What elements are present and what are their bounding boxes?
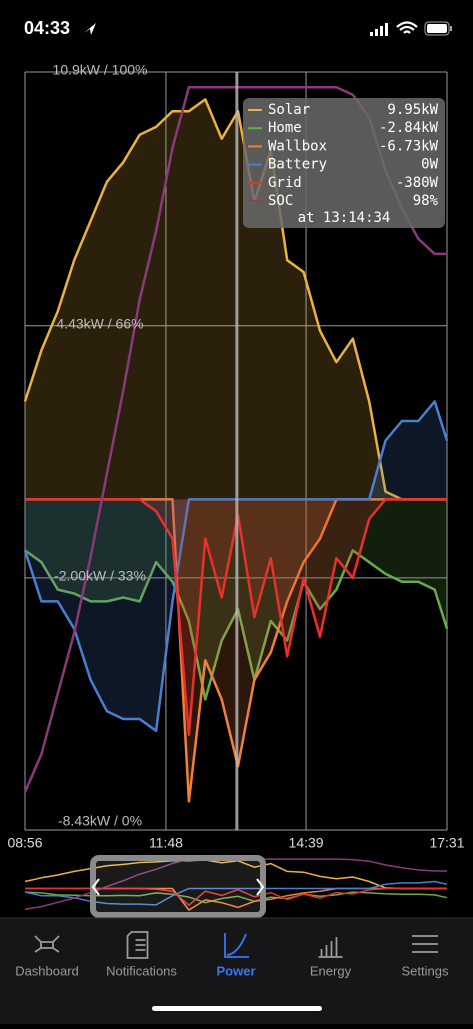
tooltip-value: 98% (413, 193, 439, 209)
y-tick-label: 4.43kW / 66% (56, 315, 143, 331)
y-tick-label: 10.9kW / 100% (53, 62, 148, 78)
tab-item[interactable]: Notifications (106, 931, 177, 978)
tab-label: Dashboard (15, 963, 79, 978)
legend-name: Solar (268, 102, 310, 118)
tab-item[interactable]: Dashboard (15, 935, 79, 978)
tab-label: Power (216, 963, 255, 978)
handle-left[interactable] (91, 878, 100, 896)
legend-name: Battery (268, 157, 327, 173)
y-tick-label: -8.43kW / 0% (58, 813, 142, 829)
tab-icon (224, 933, 249, 958)
status-time: 04:33 (24, 18, 70, 38)
battery-tip (450, 26, 452, 31)
tooltip-time: at 13:14:34 (298, 210, 391, 226)
location-icon (84, 23, 96, 35)
x-tick-label: 08:56 (7, 835, 42, 851)
tab-item[interactable]: Settings (402, 935, 449, 978)
tooltip-value: -2.84kW (379, 120, 439, 136)
tooltip-value: -6.73kW (379, 138, 439, 154)
tooltip-value: -380W (396, 175, 439, 191)
tab-items: Dashboard Notifications Power Energy Setting… (15, 931, 449, 978)
range-navigator[interactable] (24, 855, 448, 918)
tab-item[interactable]: Energy (310, 937, 352, 978)
tab-icon (126, 931, 149, 959)
y-tick-label: -2.00kW / 33% (54, 568, 146, 584)
range-handle[interactable] (90, 855, 266, 918)
legend-name: Wallbox (268, 138, 327, 154)
legend-name: SOC (268, 193, 293, 209)
tab-icon (34, 935, 60, 953)
tab-icon (412, 935, 438, 953)
battery-icon (424, 21, 450, 36)
handle-right[interactable] (256, 878, 265, 896)
tooltip-value: 0W (421, 157, 438, 173)
x-tick-label: 11:48 (149, 835, 183, 851)
tab-label: Energy (310, 963, 352, 978)
series-area (25, 401, 447, 731)
series-line (24, 880, 448, 906)
x-tick-label: 17:31 (429, 835, 464, 851)
tab-icon (318, 937, 343, 958)
tab-label: Settings (402, 963, 449, 978)
tab-item[interactable]: Power (216, 933, 256, 978)
signal-icon (370, 23, 388, 36)
legend-name: Grid (268, 175, 302, 191)
chart: 08:56 11:48 14:39 17:31 10.9kW / 100% 4.43kW … (7, 62, 464, 851)
tooltip-value: 9.95kW (387, 102, 438, 118)
tooltip-box (243, 98, 445, 228)
series-line (25, 887, 447, 906)
series-line (24, 891, 448, 904)
tab-label: Notifications (106, 963, 177, 978)
battery-level (427, 24, 447, 33)
home-indicator (152, 1006, 322, 1011)
wifi-icon (396, 21, 418, 34)
series-area (25, 499, 447, 735)
x-tick-label: 14:39 (289, 835, 324, 851)
legend-name: Home (268, 120, 302, 136)
